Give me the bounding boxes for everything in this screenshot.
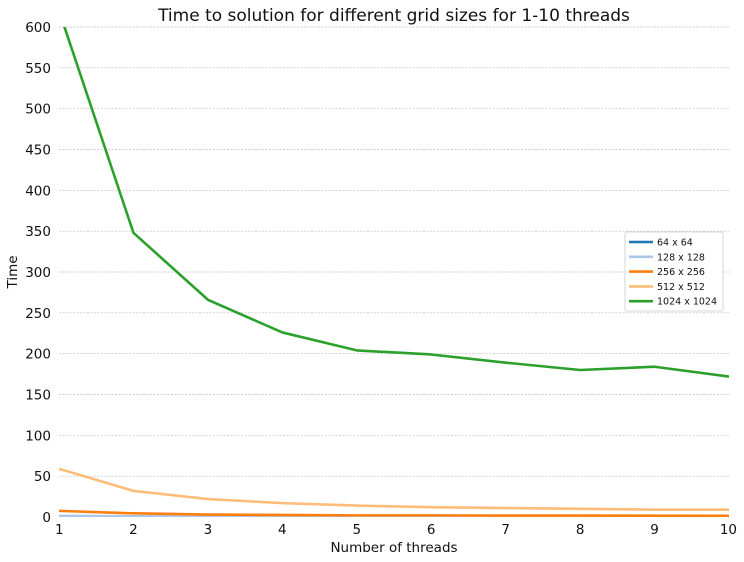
y-tick-label: 550 (25, 61, 51, 77)
y-tick-label: 0 (42, 510, 51, 526)
y-tick-label: 50 (34, 469, 51, 485)
y-tick-labels: 0 50 100 150 200 250 300 350 400 450 500 550 600 (25, 20, 51, 526)
legend-label: 64 x 64 (657, 238, 693, 249)
y-tick-label: 150 (25, 388, 51, 404)
series-layer (59, 27, 729, 517)
y-tick-label: 100 (25, 428, 51, 444)
legend-box (624, 231, 724, 312)
grid-layer (59, 26, 729, 477)
y-tick-label: 300 (25, 265, 51, 281)
y-tick-label: 500 (25, 102, 51, 118)
y-tick-label: 450 (25, 143, 51, 159)
series-line-512x512 (59, 467, 729, 511)
legend-label: 512 x 512 (657, 282, 705, 293)
x-tick-label: 4 (278, 522, 287, 538)
legend-label: 256 x 256 (657, 267, 705, 278)
legend-label: 128 x 128 (657, 252, 705, 263)
x-tick-label: 10 (720, 522, 737, 538)
x-tick-label: 3 (204, 522, 213, 538)
x-tick-label: 6 (427, 522, 436, 538)
x-tick-label: 9 (650, 522, 659, 538)
series-line-256x256 (59, 509, 729, 517)
chart-title: Time to solution for different grid size… (157, 6, 630, 26)
y-tick-label: 600 (25, 20, 51, 36)
series-line-1024x1024 (63, 27, 729, 378)
x-tick-label: 2 (129, 522, 138, 538)
x-tick-label: 1 (55, 522, 64, 538)
y-tick-label: 250 (25, 306, 51, 322)
legend-items: 64 x 64 128 x 128 256 x 256 512 x 512 1024 x… (629, 238, 717, 308)
legend-label: 1024 x 1024 (657, 297, 717, 308)
x-tick-labels: 1 2 3 4 5 6 7 8 9 10 (55, 522, 737, 538)
y-tick-label: 400 (25, 183, 51, 199)
y-tick-label: 200 (25, 347, 51, 363)
x-tick-label: 7 (501, 522, 510, 538)
y-axis-label: Time (5, 255, 21, 289)
x-tick-label: 5 (352, 522, 361, 538)
y-tick-label: 350 (25, 224, 51, 240)
legend: 64 x 64 128 x 128 256 x 256 512 x 512 1024 x… (624, 231, 724, 312)
x-axis-label: Number of threads (330, 540, 457, 556)
x-tick-label: 8 (576, 522, 585, 538)
